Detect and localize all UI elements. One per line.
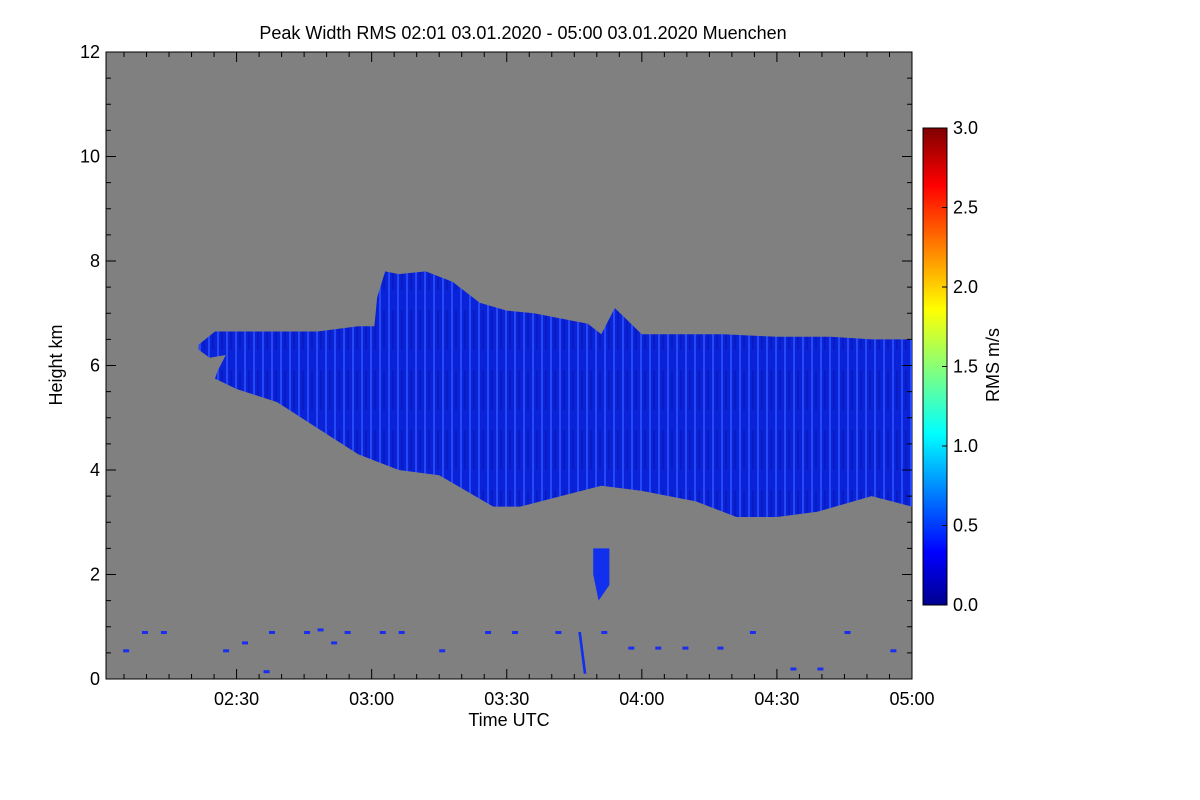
echo-speckle — [123, 649, 130, 653]
echo-speckle — [890, 649, 897, 653]
colorbar-tick-label: 0.0 — [953, 595, 978, 615]
y-tick-label: 8 — [90, 251, 100, 271]
x-tick-label: 02:30 — [214, 689, 259, 709]
echo-speckle — [844, 631, 851, 634]
echo-speckle — [304, 631, 311, 634]
echo-speckle — [682, 646, 689, 650]
echo-speckle — [398, 631, 405, 634]
colorbar-tick-label: 2.5 — [953, 198, 978, 218]
x-tick-label: 03:00 — [349, 689, 394, 709]
x-axis-label: Time UTC — [468, 710, 549, 730]
echo-speckle — [628, 646, 635, 650]
colorbar-tick-label: 0.5 — [953, 516, 978, 536]
echo-speckle — [485, 631, 492, 634]
echo-speckle — [242, 641, 248, 645]
feature-main-cloud-layer — [198, 271, 912, 517]
chart-title: Peak Width RMS 02:01 03.01.2020 - 05:00 … — [259, 23, 786, 43]
y-tick-label: 12 — [80, 42, 100, 62]
colorbar-tick-label: 1.5 — [953, 357, 978, 377]
x-tick-label: 04:30 — [754, 689, 799, 709]
x-tick-label: 05:00 — [889, 689, 934, 709]
colorbar-tick-label: 2.0 — [953, 277, 978, 297]
echo-speckle — [317, 628, 324, 632]
y-tick-label: 6 — [90, 356, 100, 376]
y-tick-label: 4 — [90, 460, 100, 480]
y-tick-label: 2 — [90, 565, 100, 585]
colorbar-tick-label: 1.0 — [953, 436, 978, 456]
colorbar: 0.0 0.5 1.0 1.5 2.0 2.5 3.0 RMS m/s — [922, 118, 1003, 615]
colorbar-label: RMS m/s — [983, 328, 1003, 402]
feature-low-streak — [578, 632, 587, 674]
echo-speckle — [439, 649, 446, 653]
echo-speckle — [142, 631, 148, 634]
echo-speckle — [817, 667, 824, 671]
echo-speckle — [655, 646, 662, 650]
echo-speckle — [749, 631, 756, 634]
echo-speckle — [790, 667, 797, 671]
x-tick-label: 03:30 — [484, 689, 529, 709]
echo-speckle — [379, 631, 386, 634]
echo-speckle — [160, 631, 167, 634]
echo-speckle — [512, 631, 519, 634]
echo-speckle — [717, 646, 724, 650]
echo-speckle — [331, 641, 338, 645]
y-tick-label: 10 — [80, 147, 100, 167]
y-axis-label: Height km — [46, 324, 66, 405]
y-tick-label: 0 — [90, 669, 100, 689]
echo-speckle — [344, 631, 351, 634]
echo-speckle — [269, 631, 275, 634]
echo-speckle — [601, 631, 608, 634]
echo-speckle — [263, 670, 270, 674]
feature-fall-streak — [593, 548, 610, 601]
colorbar-tick-label: 3.0 — [953, 118, 978, 138]
echo-speckle — [555, 631, 562, 634]
x-tick-label: 04:00 — [619, 689, 664, 709]
echo-speckle — [223, 649, 230, 653]
